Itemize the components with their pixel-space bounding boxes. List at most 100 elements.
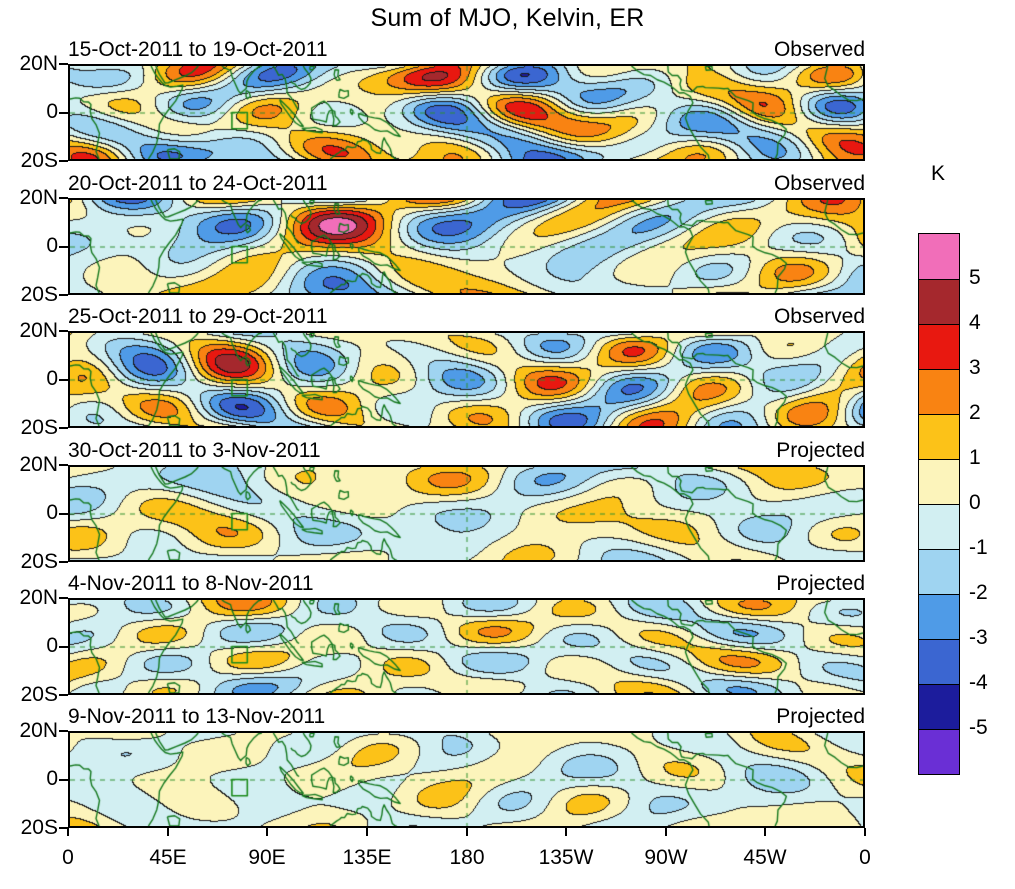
y-axis-tick [59,464,68,466]
panel-period-label: 30-Oct-2011 to 3-Nov-2011 [68,439,321,462]
panel-period-label: 25-Oct-2011 to 29-Oct-2011 [68,305,328,328]
colorbar-tick-label: 3 [969,356,981,379]
contour-map-4 [70,600,863,693]
panel-period-label: 9-Nov-2011 to 13-Nov-2011 [68,705,326,728]
colorbar-swatch [919,549,959,594]
colorbar-tick-label: -5 [969,716,988,739]
colorbar-swatch [919,234,959,279]
colorbar-swatch [919,414,959,459]
x-tick-0w: 0 [859,846,871,869]
y-axis-tick [59,330,68,332]
x-tick-45w: 45W [743,846,787,869]
x-axis-tick [67,828,69,836]
panel-3: 30-Oct-2011 to 3-Nov-2011 Projected 20N … [0,439,1015,573]
contour-map-3 [70,467,863,560]
y-tick-20s: 20S [20,416,58,439]
colorbar-tick-label: 1 [969,446,981,469]
colorbar-swatch [919,459,959,504]
contour-map-0 [70,66,863,159]
chart-title: Sum of MJO, Kelvin, ER [370,4,645,32]
panel-type-label: Projected [776,439,865,462]
panel-type-label: Observed [773,38,865,61]
panel-2: 25-Oct-2011 to 29-Oct-2011 Observed 20N … [0,305,1015,439]
panel-5: 9-Nov-2011 to 13-Nov-2011 Projected 20N … [0,705,1015,839]
y-tick-eq: 0 [46,234,58,257]
x-axis-tick [764,828,767,836]
colorbar-swatch [919,279,959,324]
panel-type-label: Projected [776,572,865,595]
contour-map-1 [70,200,863,293]
contour-map-5 [70,733,863,826]
colorbar-swatch [919,504,959,549]
panel-period-label: 15-Oct-2011 to 19-Oct-2011 [68,38,328,61]
map-frame [68,598,865,695]
y-axis-tick [59,427,68,429]
colorbar-swatch [919,684,959,729]
colorbar-tick-label: 2 [969,401,981,424]
colorbar-tick-label: 5 [969,266,981,289]
x-axis-tick [864,828,866,836]
panel-type-label: Observed [773,305,865,328]
y-tick-20n: 20N [19,586,58,609]
colorbar: 5 4 3 2 1 0 -1 -2 -3 -4 -5 [918,233,988,775]
x-tick-90e: 90E [248,846,286,869]
y-axis-tick [59,512,68,515]
y-axis-tick [59,160,68,162]
y-tick-eq: 0 [46,767,58,790]
contour-map-2 [70,333,863,426]
x-tick-135w: 135W [538,846,594,869]
panel-1: 20-Oct-2011 to 24-Oct-2011 Observed 20N … [0,172,1015,306]
panel-period-label: 20-Oct-2011 to 24-Oct-2011 [68,172,328,195]
y-axis-tick [59,827,68,829]
y-axis-tick [59,645,68,648]
y-tick-20n: 20N [19,719,58,742]
x-tick-180: 180 [449,846,485,869]
x-tick-45e: 45E [149,846,187,869]
map-frame [68,331,865,428]
colorbar-swatch [919,324,959,369]
colorbar-swatch [919,639,959,684]
x-axis-tick [365,828,368,836]
panel-type-label: Projected [776,705,865,728]
y-axis-tick [59,694,68,696]
y-axis-tick [59,561,68,563]
y-axis-tick [59,111,68,114]
y-tick-eq: 0 [46,501,58,524]
colorbar-tick-label: -3 [969,626,988,649]
y-tick-eq: 0 [46,100,58,123]
y-tick-20s: 20S [20,683,58,706]
y-tick-20s: 20S [20,283,58,306]
y-axis-tick [59,197,68,199]
colorbar-swatch [919,594,959,639]
y-tick-20s: 20S [20,149,58,172]
x-tick-90w: 90W [644,846,688,869]
y-axis-tick [59,63,68,65]
panel-type-label: Observed [773,172,865,195]
y-axis-tick [59,245,68,248]
y-tick-20n: 20N [19,453,58,476]
y-tick-20n: 20N [19,319,58,342]
panel-4: 4-Nov-2011 to 8-Nov-2011 Projected 20N 0… [0,572,1015,706]
y-axis-tick [59,378,68,381]
map-frame [68,731,865,828]
colorbar-tick-label: -2 [969,581,988,604]
y-axis-tick [59,597,68,599]
panel-period-label: 4-Nov-2011 to 8-Nov-2011 [68,572,314,595]
colorbar-tick-label: -1 [969,536,988,559]
y-axis-tick [59,730,68,732]
y-tick-eq: 0 [46,634,58,657]
y-tick-20s: 20S [20,550,58,573]
x-tick-0e: 0 [62,846,74,869]
y-tick-eq: 0 [46,367,58,390]
colorbar-tick-label: 4 [969,311,981,334]
x-axis-tick [664,828,667,836]
x-axis-tick [166,828,169,836]
colorbar-swatch [919,729,959,774]
x-axis-tick [465,828,468,836]
y-axis-tick [59,294,68,296]
colorbar-unit-label: K [930,162,945,185]
colorbar-tick-label: 0 [969,491,981,514]
y-tick-20s: 20S [20,816,58,839]
colorbar-tick-label: -4 [969,671,988,694]
